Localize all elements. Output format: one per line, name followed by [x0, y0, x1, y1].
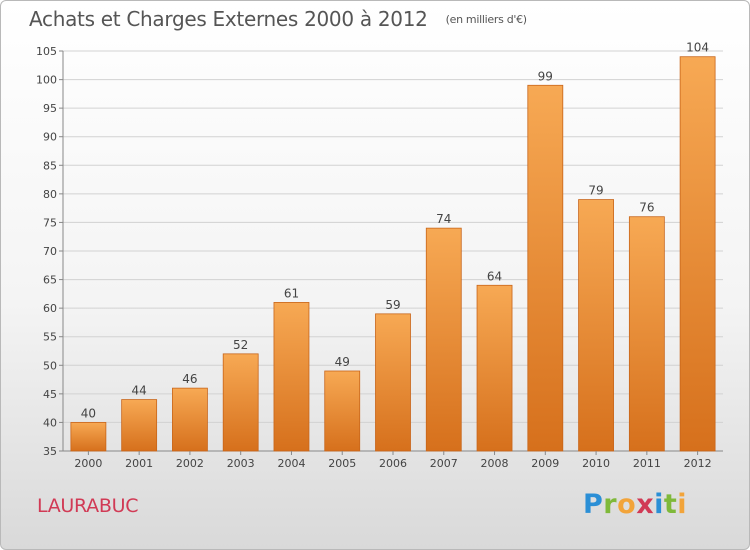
- bar-2012: [679, 56, 716, 452]
- y-tick-label: 40: [43, 416, 57, 429]
- logo-letter: i: [677, 489, 688, 520]
- x-tick-label: 2003: [227, 457, 255, 470]
- y-tick-label: 95: [43, 102, 57, 115]
- x-tick-label: 2000: [74, 457, 102, 470]
- x-tick-label: 2008: [481, 457, 509, 470]
- data-label-2006: 59: [385, 298, 400, 312]
- data-label-2009: 99: [538, 69, 553, 83]
- data-label-2003: 52: [233, 338, 248, 352]
- data-label-2008: 64: [487, 269, 502, 283]
- bar-2007: [425, 227, 462, 452]
- chart-title: Achats et Charges Externes 2000 à 2012 (…: [29, 7, 527, 31]
- data-label-2000: 40: [81, 406, 96, 420]
- y-tick-label: 85: [43, 159, 57, 172]
- x-tick-label: 2009: [531, 457, 559, 470]
- x-tick-label: 2001: [125, 457, 153, 470]
- y-axis-ticks: 35 40 45 50 55 60 65 70 75 80 85 90 95 100 105: [36, 45, 63, 458]
- data-label-2004: 61: [284, 286, 299, 300]
- y-tick-label: 75: [43, 216, 57, 229]
- y-tick-label: 50: [43, 359, 57, 372]
- y-tick-label: 80: [43, 188, 57, 201]
- bar-2004: [273, 302, 310, 452]
- data-labels: 40 44 46 52 61 49 59 74 64 99 79 76 104: [81, 41, 709, 421]
- y-tick-label: 65: [43, 274, 57, 287]
- y-tick-label: 105: [36, 45, 57, 58]
- data-label-2011: 76: [639, 201, 654, 215]
- y-tick-label: 70: [43, 245, 57, 258]
- y-tick-label: 45: [43, 388, 57, 401]
- bar-2003: [222, 353, 259, 452]
- data-label-2012: 104: [686, 41, 709, 55]
- data-label-2001: 44: [132, 384, 147, 398]
- proxiti-logo: Proxiti: [583, 489, 687, 520]
- y-tick-label: 90: [43, 131, 57, 144]
- x-tick-label: 2011: [633, 457, 661, 470]
- logo-letter: x: [636, 489, 655, 520]
- chart-title-text: Achats et Charges Externes 2000 à 2012: [29, 7, 428, 31]
- bar-2000: [70, 422, 107, 452]
- bar-2008: [476, 284, 513, 452]
- data-label-2002: 46: [182, 372, 197, 386]
- logo-letter: P: [583, 489, 604, 520]
- x-tick-label: 2006: [379, 457, 407, 470]
- bar-2006: [375, 313, 411, 452]
- bar-2010: [578, 199, 614, 452]
- y-tick-label: 60: [43, 302, 57, 315]
- commune-name: LAURABUC: [37, 495, 139, 517]
- logo-letter: r: [603, 489, 618, 520]
- chart-unit-label: (en milliers d'€): [445, 13, 527, 26]
- data-label-2010: 79: [588, 184, 603, 198]
- bar-2005: [324, 370, 361, 452]
- bar-2001: [121, 399, 158, 452]
- x-tick-label: 2012: [684, 457, 712, 470]
- x-tick-label: 2004: [277, 457, 305, 470]
- logo-letter: o: [617, 489, 637, 520]
- data-label-2005: 49: [335, 355, 350, 369]
- x-tick-label: 2005: [328, 457, 356, 470]
- y-tick-label: 100: [36, 74, 57, 87]
- bars: [70, 56, 716, 452]
- y-tick-label: 55: [43, 331, 57, 344]
- data-label-2007: 74: [436, 212, 451, 226]
- logo-letter: i: [654, 489, 664, 520]
- logo-letter: t: [663, 489, 678, 520]
- x-tick-label: 2010: [582, 457, 610, 470]
- bar-2002: [172, 387, 208, 452]
- x-axis-ticks: 2000 2001 2002 2003 2004 2005 2006 2007 2008 2009…: [74, 451, 712, 470]
- bar-2011: [628, 216, 665, 452]
- bar-2009: [527, 84, 564, 452]
- y-tick-label: 35: [43, 445, 57, 458]
- x-tick-label: 2002: [176, 457, 204, 470]
- x-tick-label: 2007: [430, 457, 458, 470]
